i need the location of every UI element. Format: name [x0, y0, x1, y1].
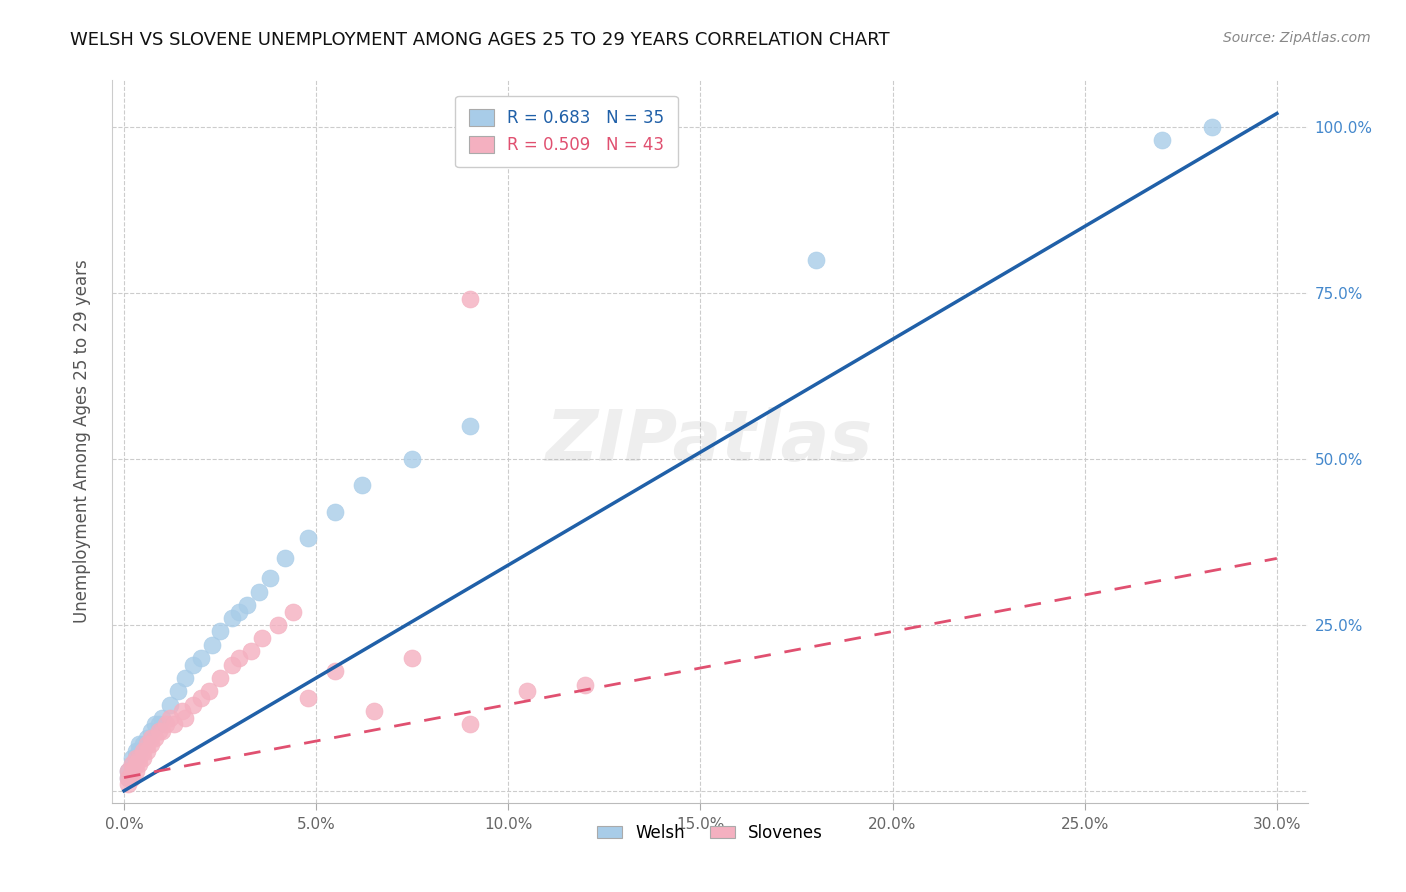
Point	[136, 731, 159, 745]
Point	[201, 638, 224, 652]
Point	[159, 711, 181, 725]
Point	[139, 731, 162, 745]
Point	[117, 771, 139, 785]
Point	[148, 717, 170, 731]
Point	[163, 717, 186, 731]
Point	[121, 764, 143, 778]
Point	[170, 704, 193, 718]
Point	[152, 711, 174, 725]
Point	[152, 724, 174, 739]
Point	[228, 605, 250, 619]
Point	[209, 671, 232, 685]
Point	[117, 771, 139, 785]
Point	[132, 750, 155, 764]
Point	[267, 617, 290, 632]
Point	[181, 698, 204, 712]
Legend: Welsh, Slovenes: Welsh, Slovenes	[591, 817, 830, 848]
Point	[148, 724, 170, 739]
Point	[124, 744, 146, 758]
Point	[159, 698, 181, 712]
Point	[1150, 133, 1173, 147]
Point	[221, 611, 243, 625]
Point	[236, 598, 259, 612]
Point	[121, 757, 143, 772]
Point	[190, 651, 212, 665]
Text: WELSH VS SLOVENE UNEMPLOYMENT AMONG AGES 25 TO 29 YEARS CORRELATION CHART: WELSH VS SLOVENE UNEMPLOYMENT AMONG AGES…	[70, 31, 890, 49]
Text: ZIPatlas: ZIPatlas	[547, 407, 873, 476]
Point	[190, 690, 212, 705]
Point	[221, 657, 243, 672]
Point	[128, 737, 150, 751]
Point	[181, 657, 204, 672]
Point	[247, 584, 270, 599]
Point	[143, 731, 166, 745]
Point	[128, 744, 150, 758]
Point	[297, 532, 319, 546]
Point	[124, 764, 146, 778]
Point	[139, 724, 162, 739]
Point	[458, 717, 481, 731]
Point	[117, 764, 139, 778]
Point	[297, 690, 319, 705]
Point	[401, 451, 423, 466]
Point	[124, 750, 146, 764]
Point	[804, 252, 827, 267]
Point	[136, 744, 159, 758]
Point	[252, 631, 274, 645]
Point	[259, 571, 281, 585]
Point	[197, 684, 219, 698]
Point	[155, 717, 177, 731]
Point	[128, 757, 150, 772]
Point	[458, 293, 481, 307]
Point	[209, 624, 232, 639]
Point	[136, 737, 159, 751]
Point	[124, 750, 146, 764]
Point	[516, 684, 538, 698]
Point	[121, 757, 143, 772]
Point	[325, 665, 347, 679]
Point	[121, 771, 143, 785]
Text: Source: ZipAtlas.com: Source: ZipAtlas.com	[1223, 31, 1371, 45]
Point	[1201, 120, 1223, 134]
Point	[132, 737, 155, 751]
Point	[117, 777, 139, 791]
Point	[117, 764, 139, 778]
Point	[574, 677, 596, 691]
Point	[128, 750, 150, 764]
Point	[228, 651, 250, 665]
Point	[139, 737, 162, 751]
Point	[458, 418, 481, 433]
Point	[124, 757, 146, 772]
Point	[352, 478, 374, 492]
Point	[325, 505, 347, 519]
Point	[239, 644, 262, 658]
Point	[166, 684, 188, 698]
Point	[401, 651, 423, 665]
Y-axis label: Unemployment Among Ages 25 to 29 years: Unemployment Among Ages 25 to 29 years	[73, 260, 91, 624]
Point	[174, 671, 197, 685]
Point	[174, 711, 197, 725]
Point	[143, 717, 166, 731]
Point	[281, 605, 304, 619]
Point	[274, 551, 297, 566]
Point	[132, 744, 155, 758]
Point	[121, 750, 143, 764]
Point	[363, 704, 385, 718]
